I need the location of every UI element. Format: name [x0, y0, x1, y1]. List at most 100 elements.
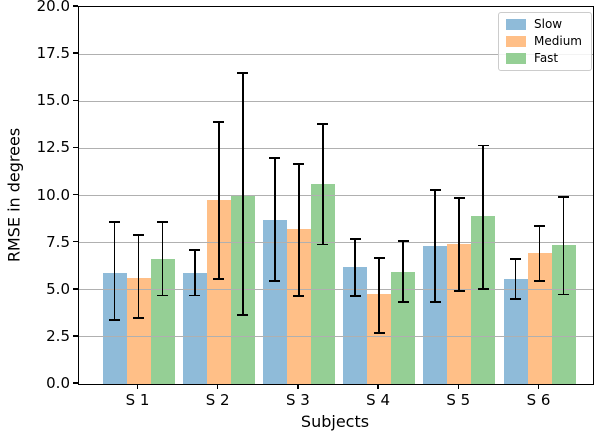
- xtick-label-s2: S 2: [205, 391, 230, 409]
- errorbar-cap-top-s1-slow: [109, 220, 120, 223]
- ytick-15.0: [73, 99, 78, 101]
- errorbar-s4-medium: [378, 257, 380, 334]
- errorbar-s1-slow: [113, 221, 116, 320]
- ytick-5.0: [73, 288, 78, 290]
- errorbar-cap-bottom-s4-slow: [349, 295, 361, 298]
- ytick-label-20.0: 20.0: [36, 0, 70, 15]
- errorbar-cap-top-s1-fast: [157, 220, 168, 223]
- ytick-label-2.5: 2.5: [46, 326, 70, 345]
- gridline-10.0: [79, 195, 593, 196]
- xtick-s2: [216, 384, 219, 389]
- errorbar-s4-fast: [402, 240, 404, 302]
- xtick-s5: [457, 384, 460, 389]
- errorbar-s4-slow: [354, 238, 356, 297]
- xtick-label-s3: S 3: [285, 391, 310, 409]
- gridline-7.5: [79, 242, 593, 244]
- ytick-10.0: [73, 193, 78, 196]
- legend: Slow Medium Fast: [498, 12, 592, 71]
- errorbar-cap-bottom-s2-fast: [237, 314, 249, 317]
- errorbar-s3-slow: [274, 157, 276, 282]
- errorbar-cap-top-s6-medium: [534, 224, 545, 227]
- errorbar-cap-bottom-s2-slow: [189, 294, 201, 297]
- ytick-label-12.5: 12.5: [36, 138, 70, 157]
- ytick-label-15.0: 15.0: [36, 91, 70, 110]
- errorbar-cap-bottom-s5-medium: [453, 289, 465, 292]
- errorbar-s2-slow: [193, 250, 196, 296]
- ytick-label-10.0: 10.0: [36, 185, 70, 204]
- errorbar-cap-top-s3-medium: [293, 163, 305, 166]
- errorbar-s6-slow: [514, 258, 517, 300]
- ytick-2.5: [73, 335, 78, 337]
- errorbar-cap-bottom-s3-slow: [269, 280, 281, 283]
- errorbar-s6-medium: [538, 225, 541, 282]
- errorbar-cap-top-s2-fast: [237, 72, 249, 74]
- gridline-17.5: [79, 53, 593, 55]
- gridline-5.0: [79, 289, 593, 291]
- gridline-15.0: [79, 100, 593, 102]
- errorbar-cap-top-s4-medium: [373, 256, 385, 259]
- ytick-label-5.0: 5.0: [46, 279, 70, 298]
- errorbar-cap-top-s3-fast: [317, 122, 329, 125]
- legend-label-slow: Slow: [534, 17, 563, 31]
- errorbar-cap-top-s5-fast: [477, 144, 489, 147]
- errorbar-cap-bottom-s6-slow: [510, 298, 521, 301]
- xtick-label-s5: S 5: [446, 391, 471, 409]
- errorbar-cap-top-s4-fast: [397, 239, 409, 242]
- errorbar-cap-bottom-s1-slow: [109, 319, 120, 321]
- errorbar-s2-medium: [217, 121, 220, 280]
- errorbar-cap-top-s6-fast: [558, 196, 569, 199]
- legend-swatch-fast-icon: [506, 53, 527, 64]
- ytick-20.0: [73, 5, 78, 7]
- errorbar-s2-fast: [241, 72, 244, 316]
- gridline-12.5: [79, 147, 593, 149]
- x-axis-label: Subjects: [300, 412, 370, 431]
- xtick-label-s1: S 1: [125, 391, 150, 409]
- legend-label-medium: Medium: [534, 34, 582, 48]
- legend-swatch-slow-icon: [506, 19, 527, 30]
- errorbar-s5-slow: [434, 189, 437, 302]
- errorbar-s1-medium: [137, 235, 140, 319]
- errorbar-s3-fast: [322, 123, 324, 245]
- errorbar-s5-fast: [482, 145, 485, 289]
- ytick-7.5: [73, 240, 78, 243]
- errorbar-cap-bottom-s3-fast: [317, 243, 329, 246]
- errorbar-cap-top-s5-medium: [453, 197, 465, 200]
- errorbar-cap-top-s5-slow: [429, 188, 441, 191]
- errorbar-s3-medium: [298, 164, 300, 297]
- ytick-0.0: [73, 382, 78, 384]
- ytick-12.5: [73, 146, 78, 149]
- legend-swatch-medium-icon: [506, 36, 527, 47]
- errorbar-cap-top-s4-slow: [349, 237, 361, 240]
- errorbar-cap-top-s6-slow: [510, 257, 521, 260]
- errorbar-cap-bottom-s4-fast: [397, 301, 409, 303]
- xtick-s3: [297, 384, 299, 389]
- errorbar-cap-bottom-s6-fast: [558, 293, 569, 296]
- gridline-2.5: [79, 336, 593, 338]
- errorbar-cap-bottom-s4-medium: [373, 332, 385, 334]
- ytick-label-17.5: 17.5: [36, 44, 70, 63]
- xtick-s1: [136, 384, 139, 389]
- xtick-label-s4: S 4: [366, 391, 391, 409]
- errorbar-cap-bottom-s3-medium: [293, 295, 305, 298]
- errorbar-cap-top-s3-slow: [269, 156, 281, 159]
- errorbar-cap-top-s2-medium: [213, 121, 225, 123]
- legend-item-fast: Fast: [506, 52, 582, 65]
- ytick-17.5: [73, 52, 78, 54]
- errorbar-cap-bottom-s1-fast: [157, 294, 168, 297]
- legend-item-medium: Medium: [506, 35, 582, 48]
- errorbar-cap-bottom-s2-medium: [213, 278, 225, 281]
- errorbar-s6-fast: [562, 197, 565, 295]
- errorbar-cap-top-s2-slow: [189, 249, 201, 252]
- errorbar-s5-medium: [458, 198, 461, 291]
- errorbar-cap-bottom-s5-slow: [429, 301, 441, 303]
- xtick-s4: [377, 384, 379, 389]
- errorbar-s1-fast: [161, 221, 164, 296]
- xtick-s6: [537, 384, 540, 389]
- legend-item-slow: Slow: [506, 18, 582, 31]
- xtick-label-s6: S 6: [526, 391, 551, 409]
- legend-label-fast: Fast: [534, 51, 559, 65]
- plot-area: Slow Medium Fast: [78, 6, 594, 385]
- errorbar-cap-bottom-s1-medium: [133, 317, 144, 319]
- ytick-label-0.0: 0.0: [46, 374, 70, 392]
